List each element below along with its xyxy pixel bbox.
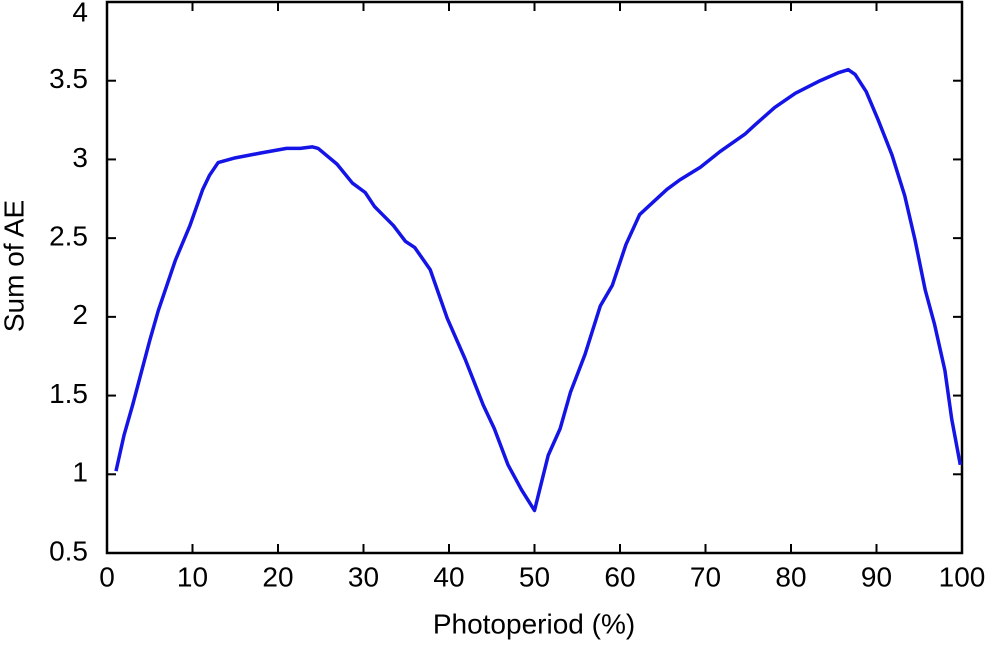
y-tick-label: 3.5 (49, 63, 88, 94)
x-tick-label: 70 (690, 561, 721, 592)
y-tick-label: 4 (72, 0, 88, 27)
plot-frame (105, 0, 964, 555)
x-tick-label: 30 (348, 561, 379, 592)
x-tick-label: 60 (604, 561, 635, 592)
y-tick-label: 2 (72, 299, 88, 330)
x-tick-label: 100 (939, 561, 986, 592)
x-tick-label: 10 (177, 561, 208, 592)
y-axis-label: Sum of AE (0, 200, 29, 332)
y-tick-label: 2.5 (49, 221, 88, 252)
y-tick-label: 3 (72, 142, 88, 173)
data-line (114, 67, 963, 513)
x-tick-label: 20 (262, 561, 293, 592)
x-tick-label: 80 (775, 561, 806, 592)
y-tick-label: 1.5 (49, 378, 88, 409)
x-tick-label: 90 (861, 561, 892, 592)
x-axis-label: Photoperiod (%) (433, 608, 635, 639)
x-tick-label: 50 (519, 561, 550, 592)
x-tick-label: 0 (99, 561, 115, 592)
x-tick-label: 40 (433, 561, 464, 592)
y-tick-label: 1 (72, 457, 88, 488)
y-tick-label: 0.5 (49, 535, 88, 566)
